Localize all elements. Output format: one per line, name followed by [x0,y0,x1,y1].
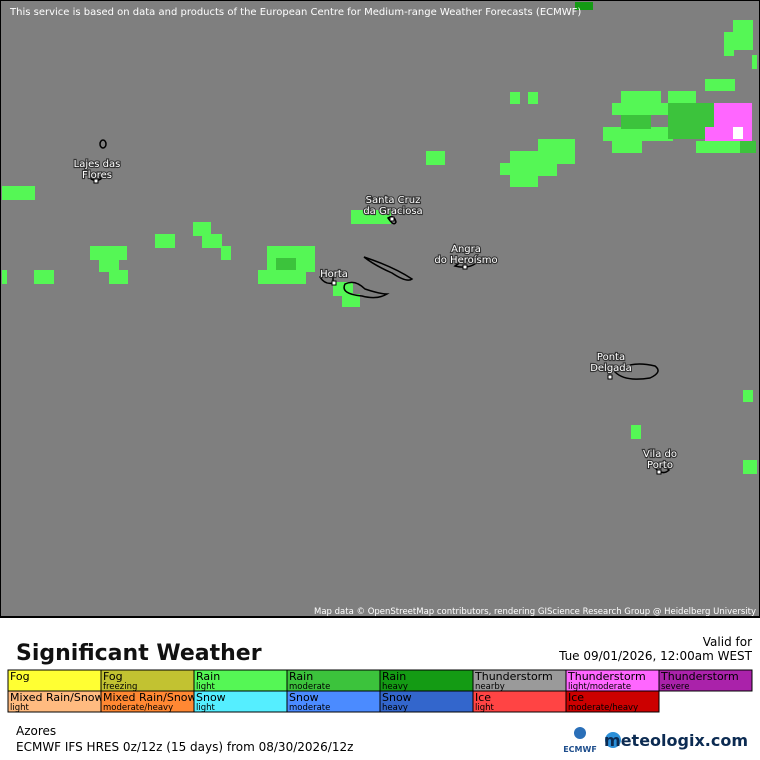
legend-sub: heavy [382,682,408,692]
legend-sub: moderate [289,682,330,692]
valid-label: Valid for [703,635,752,649]
logo-right: meteologix.com [604,731,748,750]
legend-name: Thunderstorm [660,670,739,683]
region: Azores [16,724,56,738]
legend-name: Snow [382,691,412,704]
legend-name: Fog [103,670,123,683]
place-label: do Heroísmo [434,254,497,266]
model: ECMWF IFS HRES 0z/12z (15 days) from 08/… [16,740,353,754]
legend-sub: nearby [475,682,505,692]
legend-name: Mixed Rain/Snow [10,691,104,704]
attribution-bg [336,604,759,616]
legend: Fog FogfreezingRainlightRainmoderateRainh… [7,669,753,713]
legend-sub: light/moderate [568,682,631,692]
place-label: Porto [647,460,673,471]
legend-sub: moderate [289,703,330,713]
title: Significant Weather [16,641,262,666]
legend-name: Ice [568,691,584,704]
legend-name: Snow [196,691,226,704]
legend-sub: freezing [103,682,137,692]
valid-time: Tue 09/01/2026, 12:00am WEST [558,649,753,663]
legend-swatch [565,690,660,713]
islands [88,139,671,474]
legend-swatch [658,669,753,692]
legend-sub: light [10,703,30,713]
legend-name: Thunderstorm [567,670,646,683]
legend-sub: heavy [382,703,408,713]
legend-sub: moderate/heavy [103,703,173,713]
rain-heavy [575,2,593,10]
place-label: Ponta [597,352,625,363]
notice: This service is based on data and produc… [9,7,581,18]
rain-light [2,20,757,474]
legend-name: Rain [196,670,220,683]
notice-bg [2,2,574,20]
place-label: Horta [320,269,348,280]
place-label: Santa Cruz [366,195,421,206]
legend-sub: light [475,703,495,713]
place-label: Delgada [590,363,632,374]
legend-name: Fog [10,670,30,683]
place-label: Lajes das [74,159,121,170]
snow [733,127,743,139]
legend-sub: severe [661,682,689,692]
legend-name: Snow [289,691,319,704]
logo-left: ECMWF [563,745,597,754]
place-label: Vila do [643,449,677,460]
legend-sub: light [196,682,216,692]
town-markers [93,178,662,475]
place-label: Flores [82,170,112,181]
legend-name: Rain [289,670,313,683]
legend-name: Mixed Rain/Snow [103,691,197,704]
meteologix-icon [605,732,621,748]
attribution: Map data © OpenStreetMap contributors, r… [314,607,756,617]
place-label: Angra [451,244,481,255]
legend-sub: moderate/heavy [568,703,638,713]
legend-name: Rain [382,670,406,683]
legend-name: Thunderstorm [474,670,553,683]
place-label: da Graciosa [363,206,422,217]
legend-name: Ice [475,691,491,704]
legend-sub: light [196,703,216,713]
ecmwf-icon [574,727,586,739]
